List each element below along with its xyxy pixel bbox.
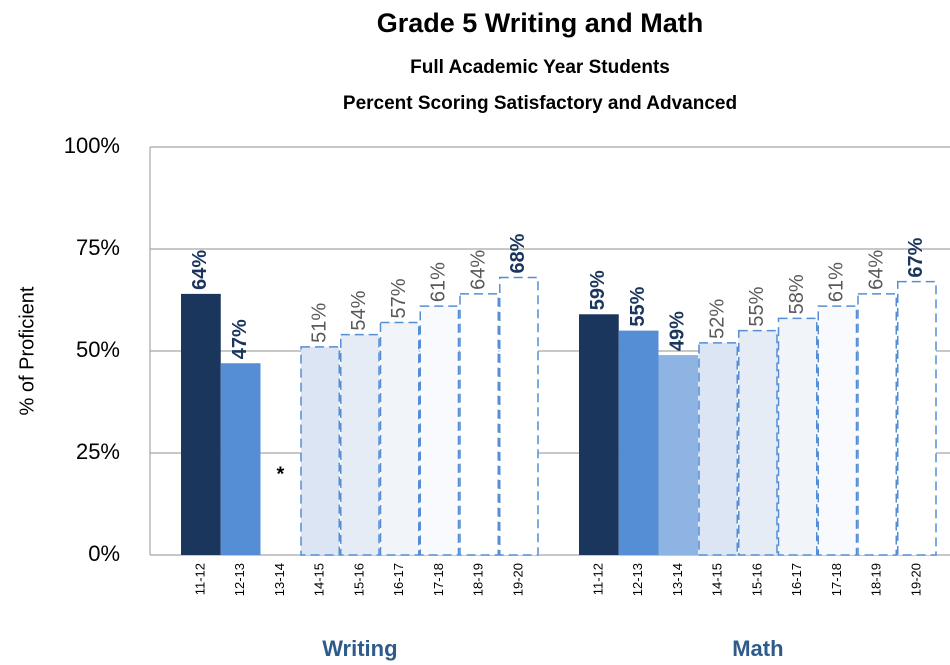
bar (738, 329, 778, 556)
data-label: 55% (746, 286, 768, 326)
group-label: Writing (322, 636, 397, 661)
x-tick-label: 12-13 (630, 563, 645, 596)
x-tick-label: 18-19 (869, 563, 884, 596)
y-axis-label: % of Proficient (16, 286, 38, 415)
bar (698, 342, 738, 556)
bar (817, 305, 858, 556)
data-label: 49% (667, 311, 689, 351)
data-label: 64% (189, 250, 211, 290)
data-label: 51% (308, 303, 330, 343)
x-tick-label: 11-12 (192, 563, 207, 595)
bar (777, 317, 818, 556)
data-label: 59% (587, 270, 609, 310)
data-label: 52% (706, 299, 728, 339)
y-tick-label: 0% (88, 541, 120, 566)
bar (499, 276, 539, 556)
x-tick-label: 18-19 (471, 563, 486, 596)
bar (379, 321, 420, 556)
x-tick-label: 16-17 (789, 563, 804, 596)
bar (897, 280, 937, 556)
x-tick-label: 11-12 (590, 563, 605, 595)
data-label: 61% (428, 262, 450, 302)
bar (181, 293, 221, 555)
data-label: 57% (388, 278, 410, 318)
data-label: 61% (826, 262, 848, 302)
data-label: 64% (467, 250, 489, 290)
x-tick-label: 19-20 (510, 563, 525, 596)
x-tick-label: 15-16 (351, 563, 366, 596)
chart-subtitle: Full Academic Year Students (410, 57, 670, 78)
data-label: 68% (507, 233, 529, 273)
chart-subtitle: Percent Scoring Satisfactory and Advance… (343, 93, 737, 114)
x-tick-label: 17-18 (431, 563, 446, 596)
x-tick-label: 15-16 (749, 563, 764, 596)
x-tick-label: 19-20 (908, 563, 923, 596)
data-label: 58% (786, 274, 808, 314)
data-label: 47% (229, 319, 251, 359)
bar (300, 346, 340, 556)
chart-title: Grade 5 Writing and Math (377, 8, 704, 38)
bar (579, 314, 619, 555)
x-tick-label: 14-15 (710, 563, 725, 596)
data-label: * (276, 463, 284, 485)
bar (220, 363, 261, 555)
bar (857, 293, 897, 556)
data-label: 55% (627, 286, 649, 326)
bar (419, 305, 460, 556)
bar (618, 330, 659, 555)
y-tick-label: 50% (76, 337, 120, 362)
x-tick-label: 12-13 (232, 563, 247, 596)
bar (340, 333, 380, 556)
data-label: 64% (865, 250, 887, 290)
data-label: 67% (905, 237, 927, 277)
x-tick-label: 16-17 (391, 563, 406, 596)
bar (658, 355, 699, 555)
x-tick-label: 13-14 (272, 563, 287, 596)
data-label: 54% (348, 290, 370, 330)
y-tick-label: 25% (76, 439, 120, 464)
x-tick-label: 14-15 (312, 563, 327, 596)
group-label: Math (732, 636, 783, 661)
y-tick-label: 100% (64, 133, 120, 158)
bar (459, 293, 499, 556)
x-tick-label: 17-18 (829, 563, 844, 596)
y-tick-label: 75% (76, 235, 120, 260)
x-tick-label: 13-14 (670, 563, 685, 596)
